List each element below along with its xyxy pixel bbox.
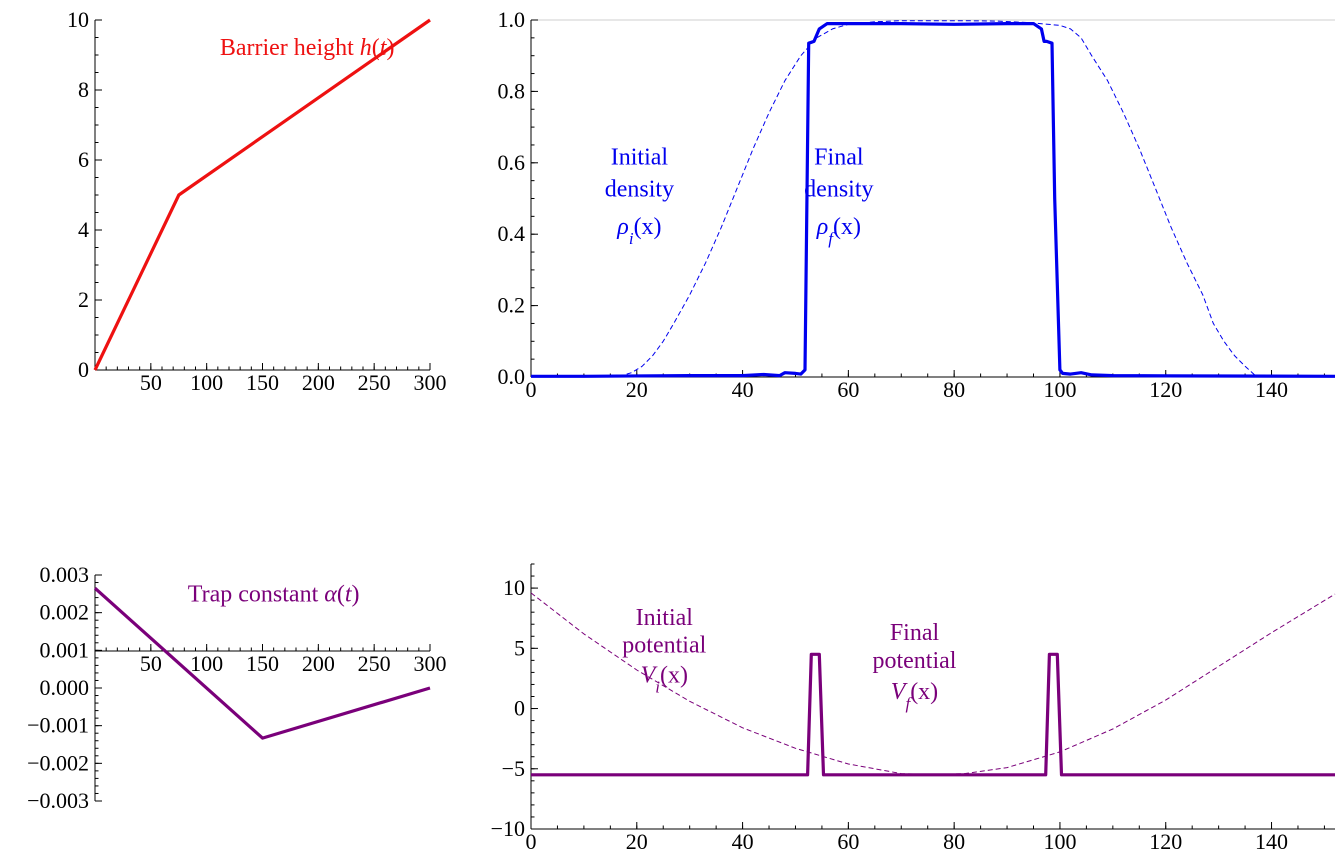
annotation-label: ρi(x) xyxy=(616,214,661,248)
y-tick-label: 0.6 xyxy=(498,150,526,175)
y-tick-label: 8 xyxy=(78,77,89,102)
y-tick-label: 10 xyxy=(67,7,89,32)
annotation-label: Trap constant α(t) xyxy=(188,581,360,607)
y-tick-label: 1.0 xyxy=(498,7,526,32)
annotation-label: Barrier height h(t) xyxy=(220,35,395,61)
x-tick-label: 200 xyxy=(302,651,335,676)
y-tick-label: 0.0 xyxy=(498,364,526,389)
y-tick-label: 2 xyxy=(78,287,89,312)
annotation-label: potential xyxy=(622,633,706,659)
y-tick-label: −0.002 xyxy=(27,750,89,775)
x-tick-label: 100 xyxy=(1043,377,1076,402)
x-tick-label: 120 xyxy=(1149,377,1182,402)
series-line-potential-1 xyxy=(531,652,1335,777)
x-tick-label: 50 xyxy=(140,651,162,676)
annotation-label: Final xyxy=(814,145,864,171)
chart-panel-barrier: 50 100 150 200 250 300 0 2 4 6 8 10 Barrier height h… xyxy=(67,7,447,395)
x-tick-label: 20 xyxy=(626,377,648,402)
series-line-trap-0 xyxy=(93,587,431,740)
x-tick-label: 60 xyxy=(837,377,859,402)
x-tick-label: 120 xyxy=(1149,829,1182,854)
y-tick-label: 0.2 xyxy=(498,293,526,318)
y-tick-label: 5 xyxy=(514,635,525,660)
annotation-label: density xyxy=(804,177,873,203)
x-tick-label: 300 xyxy=(414,651,447,676)
x-tick-label: 80 xyxy=(943,829,965,854)
y-tick-label: −5 xyxy=(502,756,525,781)
y-tick-label: 0.002 xyxy=(40,600,90,625)
annotation-label: ρf(x) xyxy=(816,214,861,248)
series-line-density-0 xyxy=(531,20,1336,378)
x-tick-label: 40 xyxy=(732,829,754,854)
y-tick-label: −0.001 xyxy=(27,713,89,738)
y-tick-label: 0 xyxy=(78,357,89,382)
series-line-density-1 xyxy=(531,22,1336,378)
x-tick-label: 0 xyxy=(526,377,537,402)
chart-panel-potential: 0 20 40 60 80 100 120 140−10−50510Initialpotent… xyxy=(491,563,1336,854)
chart-panel-trap: 50 100 150 200 250 300 −0.003 −0.002 −0.001 0.000… xyxy=(27,562,446,813)
x-tick-label: 300 xyxy=(414,370,447,395)
y-tick-label: 0.000 xyxy=(40,675,90,700)
y-tick-label: 4 xyxy=(78,217,89,242)
y-tick-label: −0.003 xyxy=(27,788,89,813)
annotation-label: Final xyxy=(890,620,940,646)
y-tick-label: 10 xyxy=(503,575,525,600)
annotation-label: Vf(x) xyxy=(891,679,938,713)
y-tick-label: 0.003 xyxy=(40,562,90,587)
x-tick-label: 40 xyxy=(732,377,754,402)
annotation-label: Vi(x) xyxy=(641,663,688,697)
series-line-barrier-0 xyxy=(93,18,431,371)
x-tick-label: 20 xyxy=(626,829,648,854)
x-tick-label: 80 xyxy=(943,377,965,402)
x-tick-label: 100 xyxy=(190,651,223,676)
x-tick-label: 140 xyxy=(1255,377,1288,402)
x-tick-label: 50 xyxy=(140,370,162,395)
x-tick-label: 140 xyxy=(1255,829,1288,854)
annotation-label: potential xyxy=(872,648,956,674)
x-tick-label: 100 xyxy=(1043,829,1076,854)
x-tick-label: 150 xyxy=(246,370,279,395)
annotation-label: Initial xyxy=(636,605,694,631)
x-tick-label: 0 xyxy=(526,829,537,854)
y-tick-label: 6 xyxy=(78,147,89,172)
annotation-label: Initial xyxy=(611,145,669,171)
x-tick-label: 200 xyxy=(302,370,335,395)
chart-panel-density: 0 20 40 60 80 100 120 140 0.0 0.2 0.4 0.6 0.8 1.0 Init… xyxy=(498,7,1336,402)
y-tick-label: 0.001 xyxy=(40,637,90,662)
y-tick-label: 0.8 xyxy=(498,78,526,103)
y-tick-label: 0 xyxy=(514,696,525,721)
x-tick-label: 250 xyxy=(358,651,391,676)
x-tick-label: 250 xyxy=(358,370,391,395)
x-tick-label: 100 xyxy=(190,370,223,395)
y-tick-label: 0.4 xyxy=(498,221,526,246)
annotation-label: density xyxy=(605,177,674,203)
x-tick-label: 150 xyxy=(246,651,279,676)
y-tick-label: −10 xyxy=(491,816,525,841)
x-tick-label: 60 xyxy=(837,829,859,854)
